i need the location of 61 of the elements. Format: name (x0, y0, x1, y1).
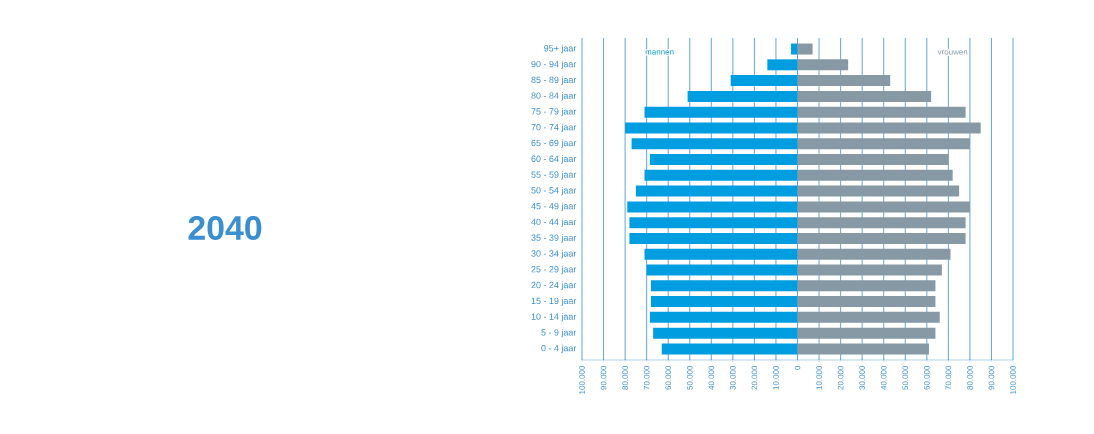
y-tick-label: 20 - 24 jaar (531, 281, 577, 290)
y-tick-label: 0 - 4 jaar (541, 344, 577, 354)
bar (644, 169, 798, 181)
bar (797, 201, 970, 213)
y-tick-label: 65 - 69 jaar (531, 139, 577, 148)
y-tick-label: 90 - 94 jaar (531, 60, 577, 69)
bar (797, 248, 951, 260)
bar (797, 311, 940, 323)
bar (797, 59, 849, 71)
y-tick-label: 60 - 64 jaar (531, 155, 577, 164)
bar (797, 327, 936, 339)
y-tick-label: 85 - 89 jaar (531, 76, 577, 85)
bar (649, 311, 798, 323)
bar (797, 90, 932, 102)
y-tick-label: 35 - 39 jaar (531, 234, 577, 243)
bar (791, 43, 798, 55)
bar (797, 122, 981, 134)
text: 2040 (188, 215, 262, 240)
y-tick-label: 50 - 54 jaar (531, 186, 577, 196)
bar (797, 217, 966, 229)
bar (797, 185, 960, 197)
bar (797, 169, 953, 181)
bar (797, 280, 936, 292)
y-tick-label: 75 - 79 jaar (531, 107, 577, 117)
y-tick-label: 55 - 59 jaar (531, 171, 577, 180)
bar (797, 296, 936, 308)
bar (797, 138, 970, 150)
bar (629, 232, 798, 244)
bar (635, 185, 798, 197)
bar (730, 75, 798, 87)
y-tick-label: 15 - 19 jaar (531, 297, 577, 306)
bar (629, 217, 798, 229)
bar (644, 248, 798, 260)
bar (625, 122, 798, 134)
bar (653, 327, 798, 339)
bar (797, 343, 929, 355)
bar (797, 75, 891, 87)
y-tick-label: 40 - 44 jaar (531, 218, 577, 227)
bar (627, 201, 798, 213)
y-tick-label: 95+ jaar (544, 44, 577, 54)
bar (797, 264, 942, 276)
bar (661, 343, 798, 355)
bar (646, 264, 798, 276)
y-tick-label: 10 - 14 jaar (531, 313, 577, 322)
bar (797, 232, 966, 244)
bar (649, 154, 798, 166)
bar (767, 59, 798, 71)
bar (797, 43, 813, 55)
y-tick-label: 25 - 29 jaar (531, 265, 577, 275)
y-tick-label: 45 - 49 jaar (531, 202, 577, 212)
y-tick-label: 80 - 84 jaar (531, 92, 577, 101)
bar (650, 280, 798, 292)
y-tick-label: 70 - 74 jaar (531, 123, 577, 133)
y-tick-label: 5 - 9 jaar (541, 328, 577, 338)
y-tick-label: 30 - 34 jaar (531, 250, 577, 259)
bar (797, 154, 949, 166)
bar (644, 106, 798, 118)
bar (687, 90, 798, 102)
bar (631, 138, 798, 150)
bar (797, 106, 966, 118)
bar (650, 296, 798, 308)
